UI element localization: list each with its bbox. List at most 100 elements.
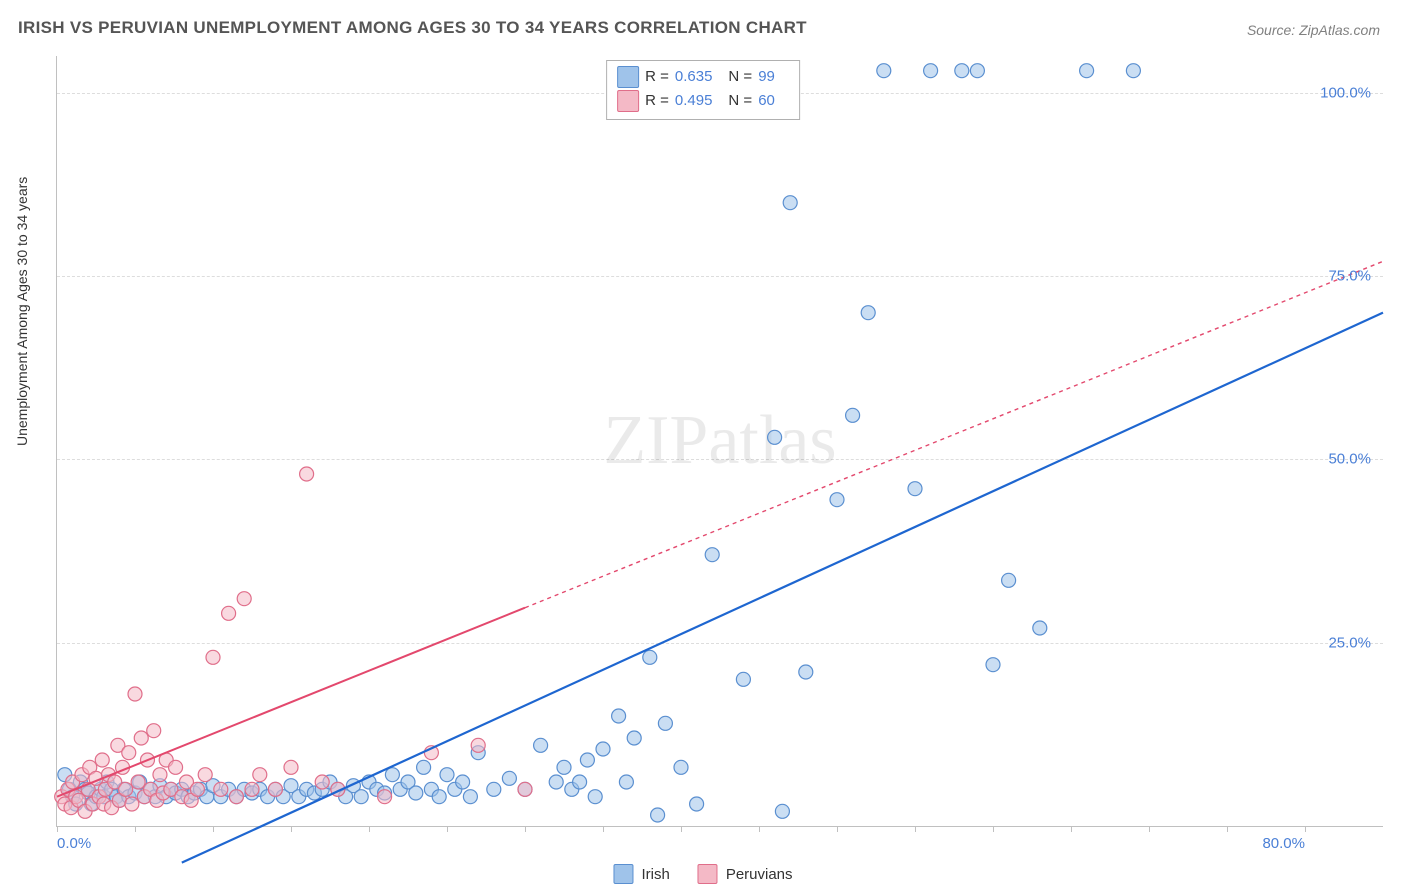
data-point	[131, 775, 145, 789]
data-point	[651, 808, 665, 822]
legend-label: Irish	[641, 866, 669, 883]
data-point	[588, 790, 602, 804]
y-tick-label: 75.0%	[1328, 268, 1371, 285]
x-tick	[759, 826, 760, 832]
x-tick	[213, 826, 214, 832]
data-point	[627, 731, 641, 745]
data-point	[268, 782, 282, 796]
data-point	[955, 64, 969, 78]
data-point	[253, 768, 267, 782]
x-tick	[1071, 826, 1072, 832]
data-point	[198, 768, 212, 782]
n-label: N =	[728, 65, 752, 89]
data-point	[1033, 621, 1047, 635]
x-tick	[681, 826, 682, 832]
data-point	[214, 782, 228, 796]
data-point	[487, 782, 501, 796]
x-tick	[1227, 826, 1228, 832]
data-point	[861, 306, 875, 320]
legend-label: Peruvians	[726, 866, 793, 883]
series-swatch	[617, 90, 639, 112]
data-point	[432, 790, 446, 804]
data-point	[128, 687, 142, 701]
stats-row: R = 0.635 N = 99	[617, 65, 785, 89]
x-tick	[837, 826, 838, 832]
r-label: R =	[645, 65, 669, 89]
data-point	[783, 196, 797, 210]
y-axis-label: Unemployment Among Ages 30 to 34 years	[14, 177, 30, 446]
x-tick-label: 80.0%	[1262, 835, 1305, 852]
n-value: 99	[758, 65, 775, 89]
y-tick-label: 50.0%	[1328, 451, 1371, 468]
data-point	[237, 592, 251, 606]
data-point	[95, 753, 109, 767]
data-point	[573, 775, 587, 789]
x-tick	[525, 826, 526, 832]
data-point	[736, 672, 750, 686]
data-point	[877, 64, 891, 78]
data-point	[134, 731, 148, 745]
data-point	[534, 738, 548, 752]
chart-title: IRISH VS PERUVIAN UNEMPLOYMENT AMONG AGE…	[18, 18, 807, 38]
data-point	[924, 64, 938, 78]
data-point	[580, 753, 594, 767]
data-point	[147, 724, 161, 738]
data-point	[284, 760, 298, 774]
data-point	[378, 790, 392, 804]
data-point	[1126, 64, 1140, 78]
x-tick	[369, 826, 370, 832]
data-point	[119, 782, 133, 796]
data-point	[463, 790, 477, 804]
stats-row: R = 0.495N = 60	[617, 89, 785, 113]
r-value: 0.635	[675, 65, 713, 89]
data-point	[417, 760, 431, 774]
data-point	[658, 716, 672, 730]
x-tick	[135, 826, 136, 832]
x-tick	[1305, 826, 1306, 832]
data-point	[1080, 64, 1094, 78]
data-point	[169, 760, 183, 774]
data-point	[775, 804, 789, 818]
data-point	[643, 650, 657, 664]
x-tick	[1149, 826, 1150, 832]
series-swatch	[613, 864, 633, 884]
y-tick-label: 100.0%	[1320, 84, 1371, 101]
data-point	[619, 775, 633, 789]
scatter-chart	[57, 56, 1383, 826]
x-tick	[915, 826, 916, 832]
data-point	[596, 742, 610, 756]
data-point	[440, 768, 454, 782]
data-point	[125, 797, 139, 811]
x-tick	[291, 826, 292, 832]
data-point	[1002, 573, 1016, 587]
data-point	[830, 493, 844, 507]
plot-area: ZIPatlas 25.0%50.0%75.0%100.0% 0.0%80.0%	[56, 56, 1383, 827]
data-point	[674, 760, 688, 774]
data-point	[908, 482, 922, 496]
data-point	[705, 548, 719, 562]
r-value: 0.495	[675, 89, 713, 113]
x-tick	[603, 826, 604, 832]
data-point	[502, 771, 516, 785]
data-point	[409, 786, 423, 800]
source-attribution: Source: ZipAtlas.com	[1247, 22, 1380, 38]
data-point	[690, 797, 704, 811]
data-point	[385, 768, 399, 782]
data-point	[190, 782, 204, 796]
data-point	[122, 746, 136, 760]
data-point	[222, 606, 236, 620]
data-point	[354, 790, 368, 804]
series-swatch	[698, 864, 718, 884]
data-point	[456, 775, 470, 789]
n-label: N =	[728, 89, 752, 113]
legend-item: Peruvians	[698, 864, 793, 884]
data-point	[970, 64, 984, 78]
x-tick-label: 0.0%	[57, 835, 91, 852]
series-swatch	[617, 66, 639, 88]
data-point	[986, 658, 1000, 672]
r-label: R =	[645, 89, 669, 113]
data-point	[229, 790, 243, 804]
data-point	[846, 408, 860, 422]
data-point	[153, 768, 167, 782]
data-point	[557, 760, 571, 774]
